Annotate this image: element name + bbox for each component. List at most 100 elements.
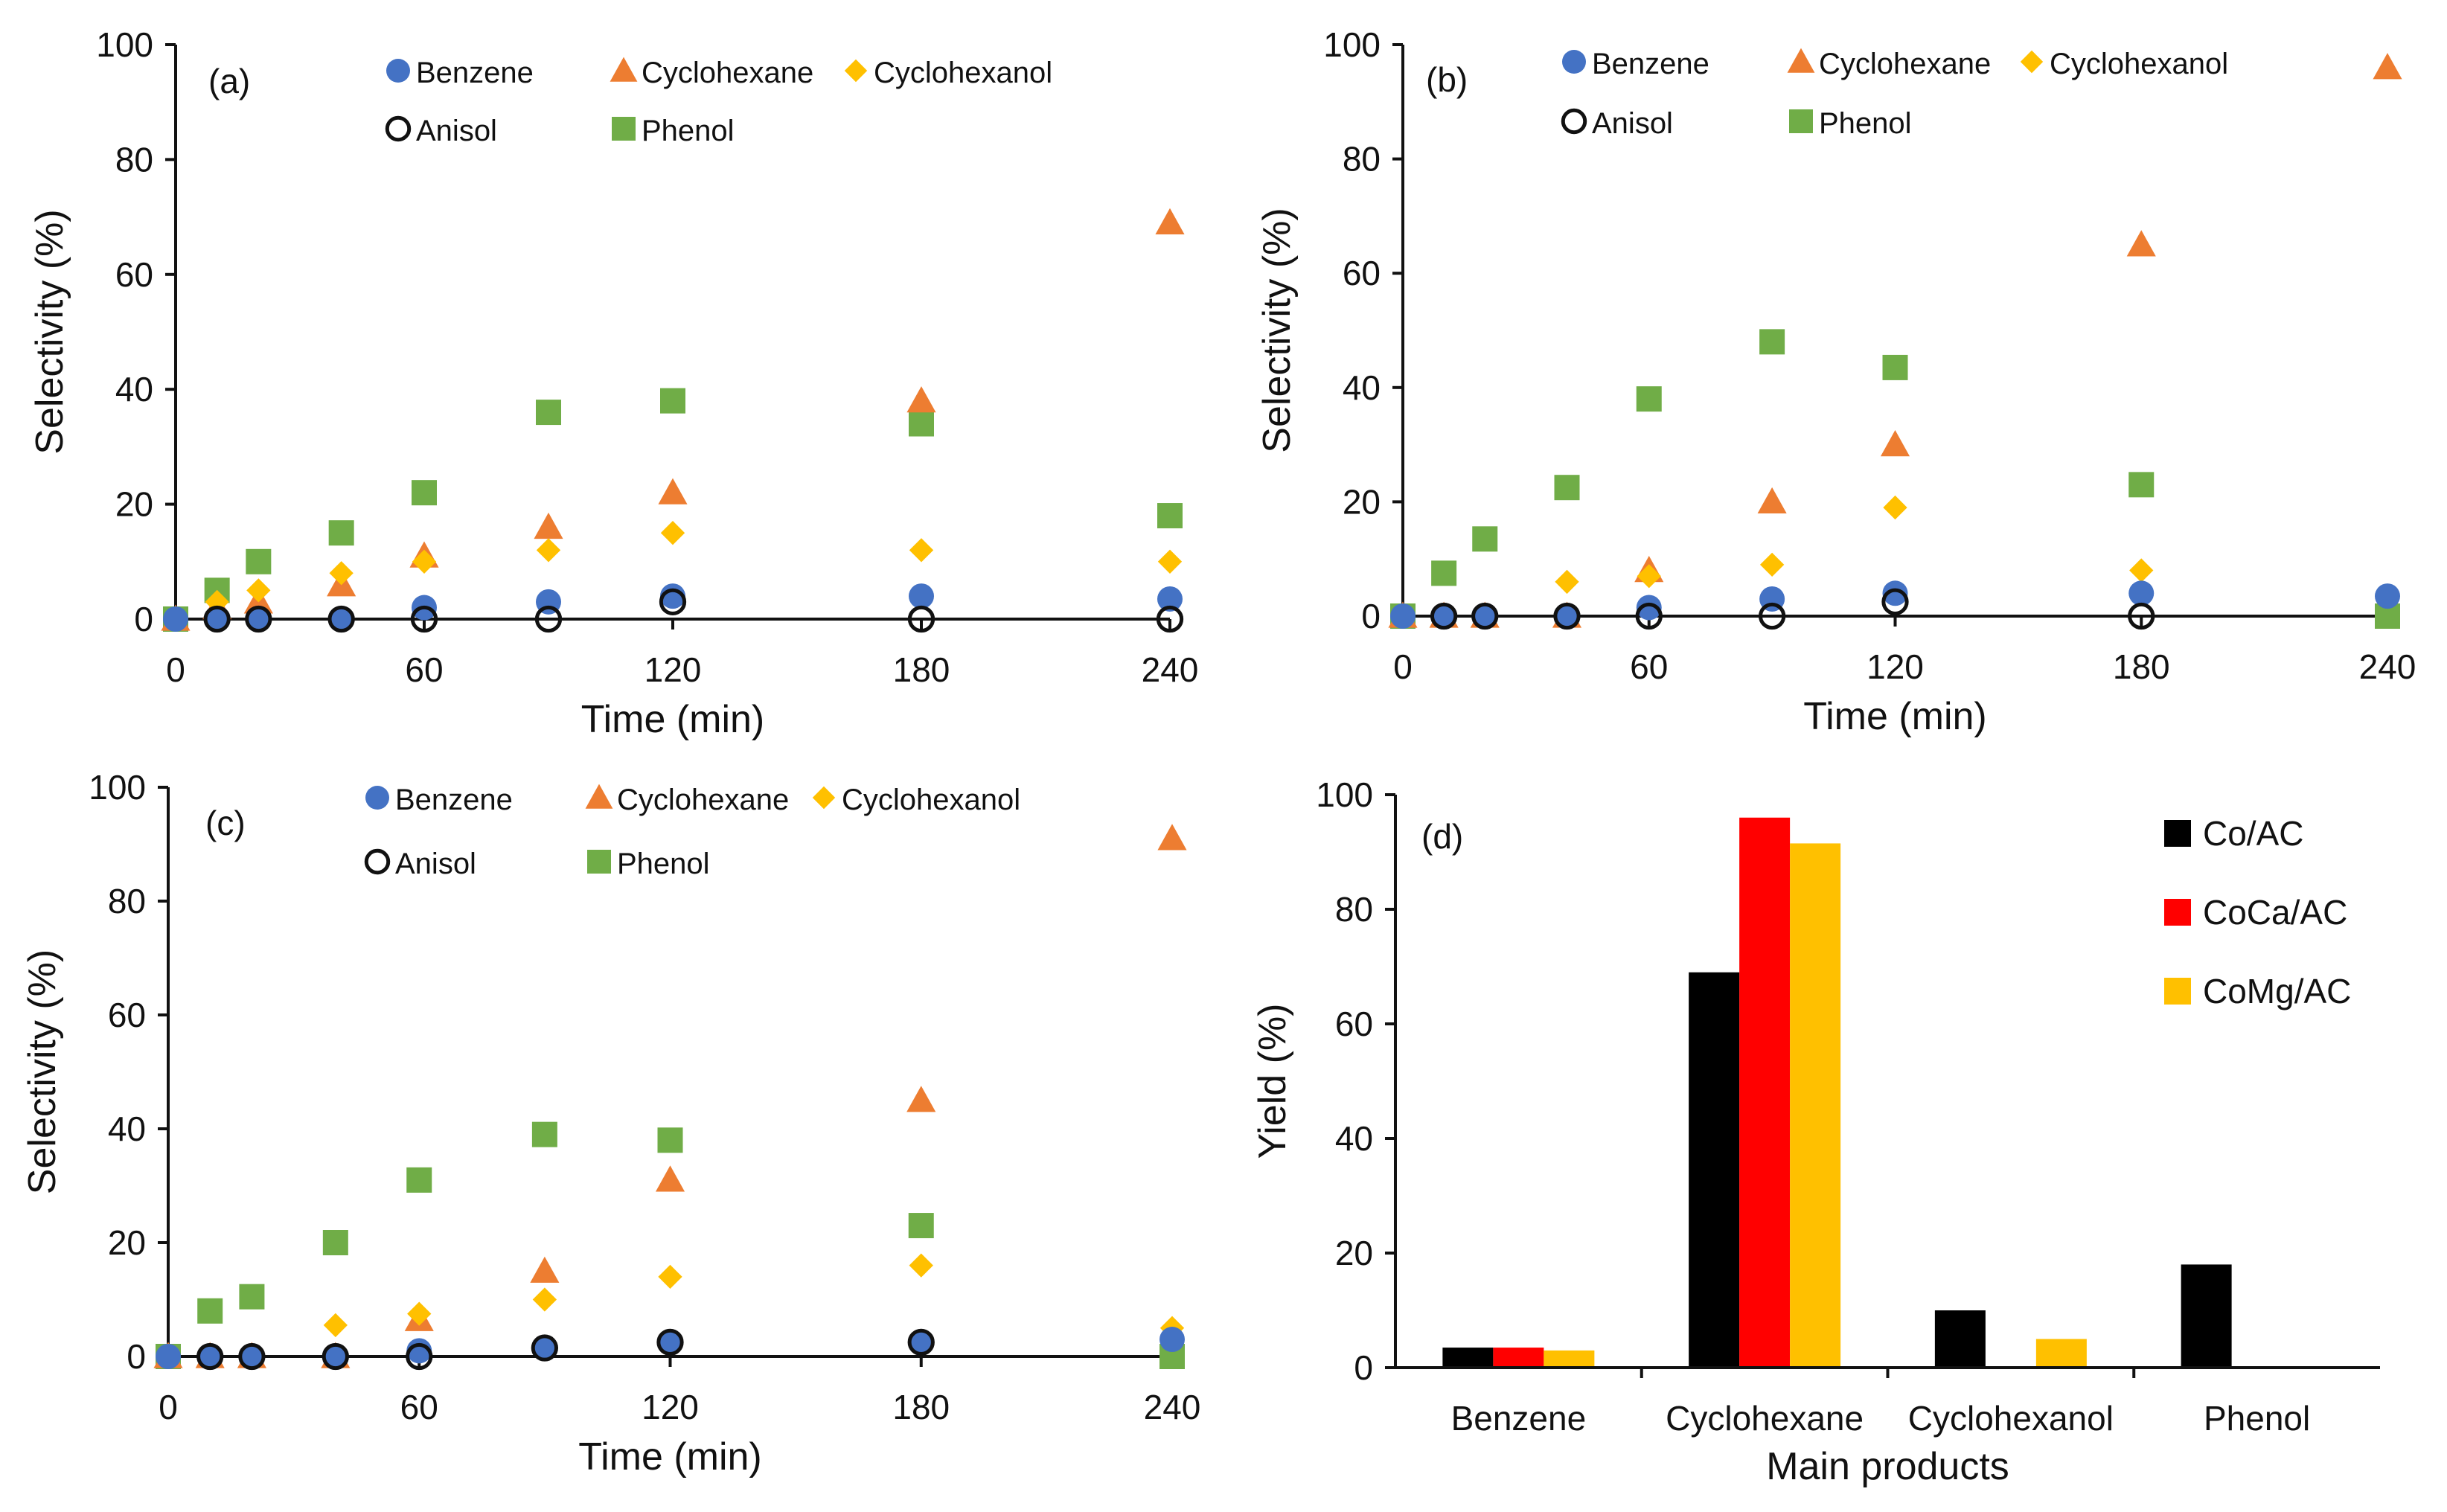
y-tick-label: 100 [96,25,153,64]
cyclohexane-point [658,478,688,504]
x-tick-label: 180 [2113,647,2170,686]
cyclohexanol-point [660,521,685,545]
phenol-point [246,548,272,574]
x-tick-label: 180 [892,1388,950,1426]
y-axis-title: Selectivity (%) [28,209,71,454]
phenol-point [909,411,934,437]
series-benzene [156,1327,1185,1369]
cyclohexanol-point [909,538,934,563]
category-label: Benzene [1451,1399,1587,1438]
x-tick-label: 0 [1393,647,1413,686]
legend-co-ac-swatch [2164,820,2191,847]
bar-coca-ac-benzene [1493,1348,1544,1368]
anisol-point [2128,602,2155,630]
legend-phenol-label: Phenol [642,115,735,147]
anisol-point [327,605,355,633]
x-tick-label: 60 [1630,647,1668,686]
x-tick-label: 180 [893,650,950,689]
cyclohexanol-point [407,1301,432,1326]
x-tick-label: 120 [1867,647,1924,686]
legend-cyclohexanol-label: Cyclohexanol [842,784,1020,816]
anisol-point [659,588,687,615]
benzene-point [2128,580,2155,606]
phenol-point [1636,386,1662,412]
legend-phenol-marker [587,850,611,874]
category-label: Cyclohexanol [1908,1399,2114,1438]
cyclohexanol-point [909,1253,933,1278]
y-tick-label: 80 [115,140,153,179]
y-axis-title: Selectivity (%) [21,949,64,1194]
benzene-point [1636,595,1662,621]
bar-co-ac-benzene [1442,1348,1494,1368]
panel-d: 0 20 40 60 80 100 Benzene Cyclohexane Cyclohexan… [1251,775,2380,1488]
legend: Benzene Cyclohexane Cyclohexanol Anisol Phen… [385,57,1052,147]
category-label: Phenol [2204,1399,2310,1438]
legend-phenol-label: Phenol [1819,107,1912,140]
y-tick-label: 100 [1323,25,1381,64]
cyclohexane-point [1757,487,1787,514]
anisol-point [245,605,272,633]
cyclohexane-point [906,1086,936,1112]
y-tick-label: 0 [1361,597,1381,635]
panel-label: (a) [208,62,250,100]
bar-co-ac-cyclohexane [1689,972,1740,1368]
anisol-point [656,1328,684,1356]
y-tick-label: 60 [1335,1005,1373,1043]
anisol-point [1156,605,1184,633]
anisol-point [322,1342,349,1371]
x-axis-title: Time (min) [1803,695,1987,738]
legend-cyclohexane-label: Cyclohexane [1819,48,1991,80]
legend-benzene-label: Benzene [395,784,513,816]
benzene-point [909,583,934,609]
series-phenol [1390,329,2400,629]
benzene-point [1157,586,1183,612]
phenol-point [406,1167,432,1193]
series-anisol [196,1328,935,1371]
panel-c: 0 20 40 60 80 100 0 60 120 180 240 Time (min) Select… [21,768,1200,1479]
x-tick-label: 60 [400,1388,438,1426]
phenol-point [1882,354,1908,380]
cyclohexanol-point [323,1313,348,1338]
legend-coca-ac-swatch [2164,899,2191,926]
y-tick-label: 40 [1343,368,1381,407]
benzene-point [1882,580,1908,606]
benzene-point [1431,603,1457,629]
legend-anisol-label: Anisol [395,848,476,880]
phenol-point [908,1213,934,1239]
benzene-point [1554,603,1580,629]
phenol-point [239,1284,265,1310]
anisol-point [238,1342,266,1371]
legend-anisol-marker [364,848,391,875]
x-tick-label: 120 [642,1388,699,1426]
y-tick-label: 0 [134,600,153,638]
anisol-point [907,605,935,633]
bar-co-ac-cyclohexanol [1934,1310,1986,1368]
legend-comg-ac-swatch [2164,978,2191,1005]
y-axis-title: Yield (%) [1251,1003,1294,1159]
anisol-point [1553,602,1581,630]
anisol-point [1758,602,1786,630]
legend-benzene-label: Benzene [1592,48,1709,80]
benzene-point [531,1335,557,1361]
legend-phenol-marker [612,117,636,141]
cyclohexane-point [1155,208,1185,234]
phenol-point [660,388,685,414]
cyclohexanol-point [1637,564,1661,589]
cyclohexane-point [2373,53,2402,80]
legend-cyclohexane-label: Cyclohexane [617,784,789,816]
legend: Benzene Cyclohexane Cyclohexanol Anisol Phen… [1561,48,2228,140]
panel-label: (c) [205,804,246,842]
bar-comg-ac-cyclohexane [1790,843,1841,1368]
series-benzene [163,583,1183,632]
y-tick-label: 20 [1343,482,1381,521]
benzene-point [2375,583,2400,609]
y-tick-label: 20 [115,485,153,524]
anisol-point [534,605,563,633]
anisol-point [1471,602,1499,630]
legend: Co/AC CoCa/AC CoMg/AC [2164,814,2351,1010]
cyclohexane-point [1880,430,1910,457]
series-comg-ac [1544,843,2087,1368]
legend-comg-ac-label: CoMg/AC [2203,972,2351,1010]
category-label: Cyclohexane [1666,1399,1864,1438]
phenol-point [197,1298,223,1324]
